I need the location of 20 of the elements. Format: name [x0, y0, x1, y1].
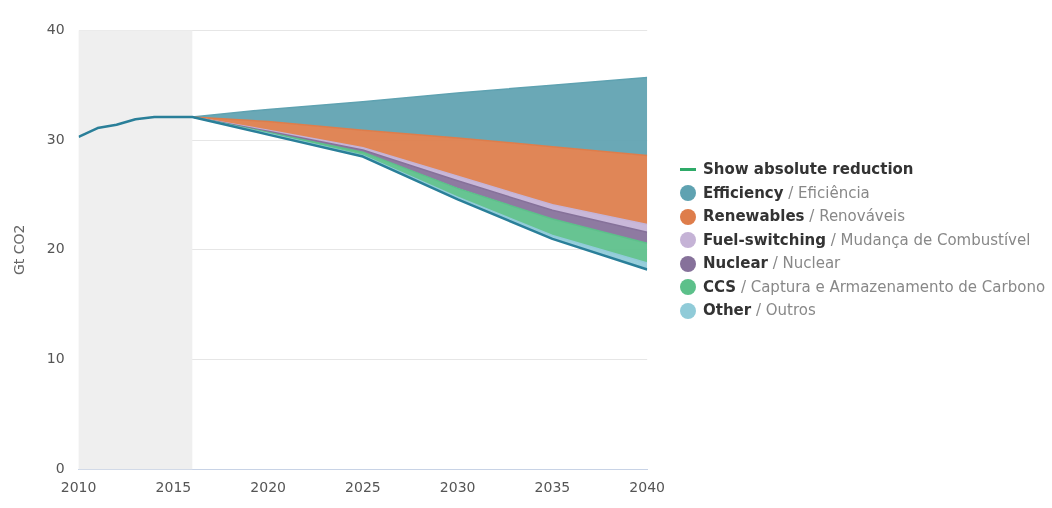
legend-label: Nuclear / Nuclear: [703, 254, 841, 272]
y-axis-title: Gt CO2: [11, 224, 28, 276]
x-tick-label: 2035: [534, 479, 571, 496]
y-tick-label: 0: [55, 459, 65, 476]
legend-label: Efficiency / Eficiência: [703, 183, 870, 202]
text: Show absolute reduction: [703, 159, 914, 180]
y-tick-label: 10: [46, 350, 65, 367]
legend-label: CCS / Captura e Armazenamento de Carbono: [703, 277, 1046, 296]
legend-label: Other / Outros: [703, 301, 816, 319]
legend-label: Fuel-switching / Mudança de Combustível: [703, 230, 1031, 249]
y-tick-label: 20: [46, 240, 65, 257]
y-tick-label: 40: [46, 21, 65, 38]
x-tick-label: 2015: [155, 479, 192, 496]
x-tick-label: 2020: [250, 479, 286, 496]
x-tick-label: 2025: [345, 479, 381, 496]
x-tick-label: 2010: [60, 479, 97, 496]
y-tick-label: 30: [46, 130, 65, 147]
x-tick-label: 2030: [439, 479, 476, 496]
x-tick-label: 2040: [629, 479, 666, 496]
legend-label: Renewables / Renováveis: [703, 207, 905, 225]
